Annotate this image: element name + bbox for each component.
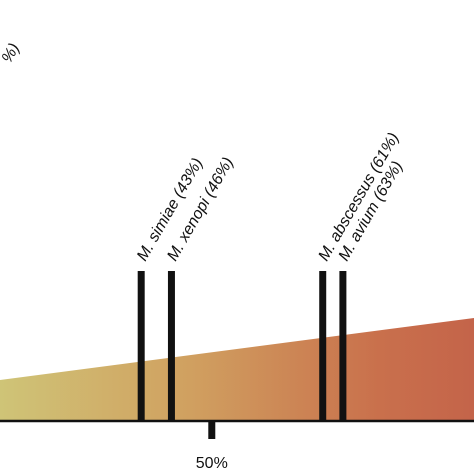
cropped-label: %) (0, 41, 23, 66)
gradient-wedge (0, 318, 474, 421)
x-ticks: 50% (196, 421, 228, 472)
x-tick-label-0: 50% (196, 455, 228, 472)
